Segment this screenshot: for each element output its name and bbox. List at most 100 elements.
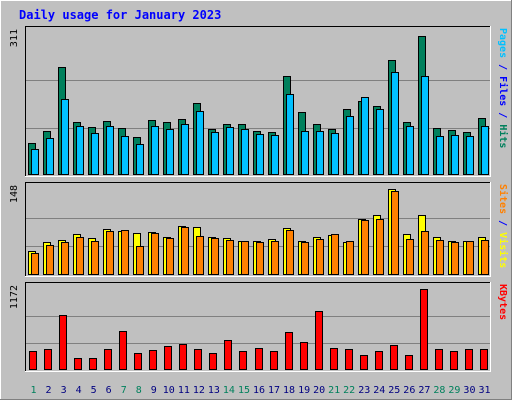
bar-bottom-kbytes-29	[450, 351, 458, 370]
panel-middle: 148 Sites / Visits	[9, 182, 509, 277]
bar-middle-sites-21	[331, 234, 339, 275]
bar-middle-sites-1	[31, 253, 39, 275]
bar-middle-sites-14	[226, 240, 234, 275]
max-label-top: 311	[9, 29, 20, 47]
bar-middle-sites-9	[151, 233, 159, 275]
bar-top-files-28	[436, 136, 444, 175]
bar-top-files-30	[466, 136, 474, 175]
x-tick-label-20: 20	[313, 385, 325, 396]
bar-middle-sites-23	[361, 220, 369, 275]
ylabel-middle: Sites / Visits	[497, 184, 509, 268]
ylabel-part-middle-2: Visits	[497, 232, 509, 268]
bar-top-files-14	[226, 127, 234, 175]
bar-top-files-31	[481, 126, 489, 175]
x-tick-label-15: 15	[238, 385, 250, 396]
x-tick-label-5: 5	[91, 385, 97, 396]
x-tick-label-19: 19	[298, 385, 310, 396]
bar-bottom-kbytes-10	[164, 346, 172, 370]
x-tick-label-31: 31	[478, 385, 490, 396]
bar-bottom-kbytes-5	[89, 358, 97, 370]
bar-bottom-kbytes-18	[285, 332, 293, 370]
bar-top-files-19	[301, 131, 309, 175]
x-tick-label-14: 14	[223, 385, 235, 396]
x-tick-label-21: 21	[328, 385, 340, 396]
bar-middle-sites-24	[376, 219, 384, 275]
bar-middle-sites-11	[181, 227, 189, 275]
bar-top-files-2	[46, 138, 54, 175]
bar-bottom-kbytes-28	[435, 349, 443, 370]
x-tick-label-2: 2	[46, 385, 52, 396]
bar-top-files-23	[361, 97, 369, 175]
x-tick-label-16: 16	[253, 385, 265, 396]
bar-middle-sites-27	[421, 231, 429, 275]
bar-bottom-kbytes-17	[270, 351, 278, 370]
bar-middle-sites-6	[106, 231, 114, 275]
x-tick-label-10: 10	[163, 385, 175, 396]
bar-top-files-27	[421, 76, 429, 175]
bar-middle-sites-15	[241, 241, 249, 275]
bar-middle-sites-25	[391, 191, 399, 275]
bar-top-files-17	[271, 135, 279, 175]
bar-middle-sites-12	[196, 236, 204, 275]
bar-middle-sites-8	[136, 246, 144, 275]
max-label-middle: 148	[9, 185, 20, 203]
max-label-bottom: 1172	[9, 285, 20, 309]
x-tick-label-29: 29	[448, 385, 460, 396]
x-tick-label-17: 17	[268, 385, 280, 396]
x-tick-label-9: 9	[151, 385, 157, 396]
bar-bottom-kbytes-26	[405, 355, 413, 370]
bar-bottom-kbytes-30	[465, 349, 473, 370]
x-tick-label-25: 25	[388, 385, 400, 396]
bar-top-files-9	[151, 126, 159, 175]
bar-bottom-kbytes-15	[239, 351, 247, 370]
bar-top-files-12	[196, 111, 204, 175]
bar-top-files-4	[76, 126, 84, 175]
x-tick-label-11: 11	[178, 385, 190, 396]
bar-bottom-kbytes-31	[480, 349, 488, 370]
panel-bottom: 1172 KBytes	[9, 282, 508, 372]
bar-top-files-20	[316, 131, 324, 175]
bar-middle-sites-18	[286, 230, 294, 275]
bar-middle-sites-2	[46, 245, 54, 275]
bar-middle-sites-31	[481, 240, 489, 275]
bar-middle-sites-20	[316, 239, 324, 275]
bar-top-files-26	[406, 126, 414, 175]
ylabel-part-middle-1: /	[497, 214, 508, 232]
bar-bottom-kbytes-1	[29, 351, 37, 370]
ylabel-part-middle-0: Sites	[497, 184, 509, 214]
bar-bottom-kbytes-23	[360, 355, 368, 370]
bar-top-files-8	[136, 144, 144, 175]
x-tick-label-24: 24	[373, 385, 385, 396]
bar-top-files-6	[106, 126, 114, 175]
bar-top-files-21	[331, 133, 339, 175]
x-tick-label-18: 18	[283, 385, 295, 396]
bar-top-files-22	[346, 116, 354, 175]
x-tick-label-28: 28	[433, 385, 445, 396]
bar-bottom-kbytes-16	[255, 348, 263, 370]
ylabel-part-top-2: Files	[497, 76, 509, 106]
panel-top: 311 Pages / Files / Hits	[9, 26, 509, 177]
bar-middle-sites-29	[451, 242, 459, 275]
bar-top-files-1	[31, 149, 39, 175]
x-tick-label-8: 8	[136, 385, 142, 396]
bar-top-files-24	[376, 109, 384, 175]
bar-middle-sites-13	[211, 238, 219, 275]
bar-top-files-29	[451, 135, 459, 175]
bar-middle-sites-28	[436, 240, 444, 275]
bar-top-files-10	[166, 129, 174, 175]
x-tick-label-23: 23	[358, 385, 370, 396]
bar-bottom-kbytes-12	[194, 349, 202, 370]
bar-bottom-kbytes-2	[44, 349, 52, 370]
bar-top-files-11	[181, 124, 189, 175]
bar-bottom-kbytes-3	[59, 315, 67, 370]
bar-bottom-kbytes-8	[134, 353, 142, 370]
ylabel-part-top-1: /	[497, 58, 508, 76]
bar-bottom-kbytes-22	[345, 349, 353, 370]
ylabel-part-bottom-0: KBytes	[497, 284, 508, 320]
bar-bottom-kbytes-7	[119, 331, 127, 370]
x-tick-label-1: 1	[31, 385, 37, 396]
bar-top-files-13	[211, 132, 219, 175]
bar-bottom-kbytes-9	[149, 350, 157, 370]
